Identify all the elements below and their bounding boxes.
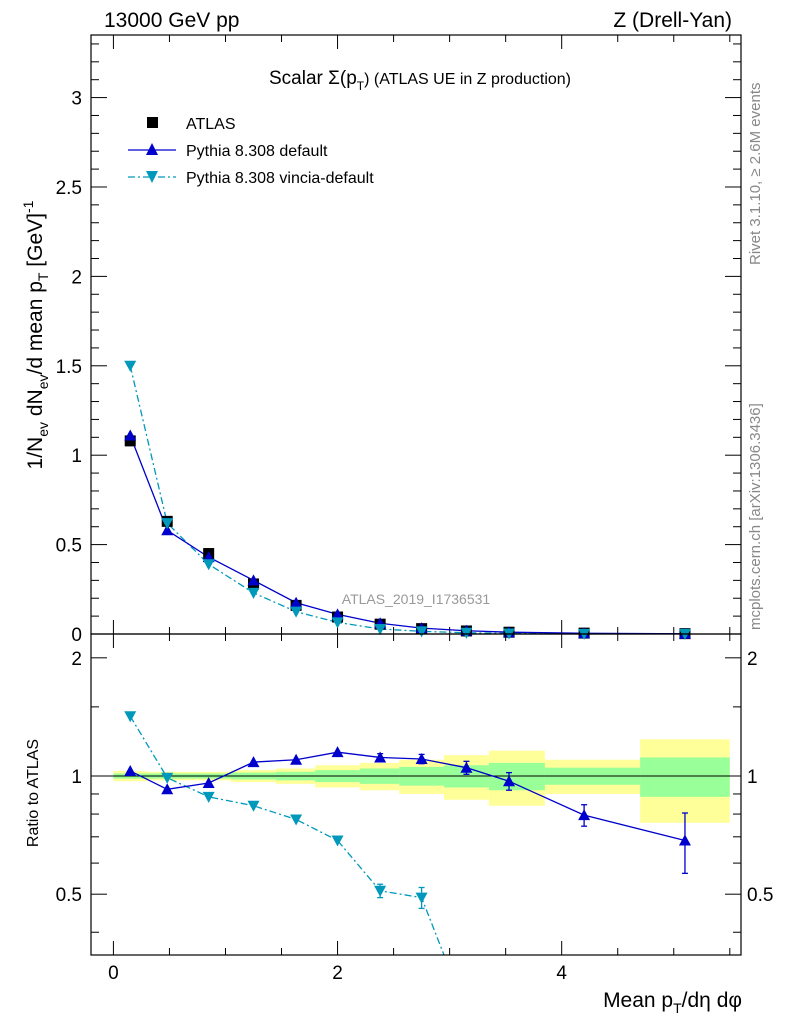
analysis-watermark: ATLAS_2019_I1736531 xyxy=(342,591,491,607)
ratio-default-point xyxy=(202,776,215,788)
ratio-default-point xyxy=(578,809,591,821)
main-vincia-point xyxy=(202,559,215,571)
main-ytick-label: 3 xyxy=(71,89,82,110)
ratio-vincia-point xyxy=(202,791,215,803)
ratio-ylabel: Ratio to ATLAS xyxy=(25,739,42,847)
main-default-point xyxy=(247,574,260,586)
ratio-content xyxy=(91,711,741,1018)
main-vincia-point xyxy=(124,360,137,372)
ratio-xtick-label: 0 xyxy=(108,963,119,984)
main-ytick-label: 1 xyxy=(71,446,82,467)
ratio-default-point xyxy=(374,751,387,763)
main-vincia-point xyxy=(161,518,174,530)
main-vincia-point xyxy=(247,587,260,599)
main-ytick-label: 2 xyxy=(71,267,82,288)
ratio-default-point xyxy=(124,764,137,776)
ratio-vincia-point xyxy=(247,800,260,812)
ratio-default-point xyxy=(678,834,691,846)
ratio-vincia-line xyxy=(129,715,445,955)
header-right: Z (Drell-Yan) xyxy=(613,9,732,32)
main-title-sub: T xyxy=(357,79,365,93)
main-vincia-line xyxy=(129,365,685,635)
ratio-ytick-label-right: 2 xyxy=(747,649,758,670)
ratio-default-point xyxy=(331,746,344,758)
main-ytick-label: 0 xyxy=(71,625,82,646)
legend-marker-vincia xyxy=(146,171,158,183)
main-default-point xyxy=(161,524,174,536)
legend-label-vincia: Pythia 8.308 vincia-default xyxy=(186,170,374,187)
ratio-ytick-label: 2 xyxy=(71,649,82,670)
ratio-default-point xyxy=(415,752,428,764)
main-vincia-point xyxy=(331,617,344,629)
ratio-ytick-label: 0.5 xyxy=(56,885,82,906)
ratio-vincia-point xyxy=(161,772,174,784)
main-default-point xyxy=(124,429,137,441)
ratio-vincia-point xyxy=(460,1007,472,1018)
main-ytick-label: 1.5 xyxy=(56,357,82,378)
legend: ATLAS Pythia 8.308 default Pythia 8.308 … xyxy=(128,116,374,187)
main-default-point xyxy=(331,608,344,620)
ratio-default-point xyxy=(247,756,260,768)
main-vincia-point xyxy=(415,626,428,638)
main-title-main: Scalar Σ(p xyxy=(269,68,357,89)
rivet-label: Rivet 3.1.10, ≥ 2.6M events xyxy=(747,83,764,266)
mcplots-label: mcplots.cern.ch [arXiv:1306.3436] xyxy=(747,403,764,630)
ratio-xtick-label: 2 xyxy=(332,963,343,984)
ratio-frame xyxy=(90,633,742,956)
main-default-point xyxy=(290,596,303,608)
x-axis-label-end: /dη dφ xyxy=(682,989,742,1012)
ratio-default-point xyxy=(161,783,174,795)
legend-marker-default xyxy=(146,143,158,155)
main-vincia-point xyxy=(460,627,473,639)
x-axis-label: Mean pT/dη dφ xyxy=(603,989,742,1016)
legend-label-atlas: ATLAS xyxy=(186,116,236,133)
main-ylabel: 1/Nev dNev/d mean pT [GeV]-1 xyxy=(20,200,51,469)
x-axis-label-main: Mean p xyxy=(603,989,673,1012)
ratio-vincia-point xyxy=(331,835,344,847)
legend-label-default: Pythia 8.308 default xyxy=(186,143,328,160)
ratio-xtick-label: 4 xyxy=(556,963,567,984)
ratio-default-point xyxy=(503,775,516,787)
ratio-vincia-point xyxy=(415,892,428,904)
ratio-band-green xyxy=(488,762,545,791)
ratio-band-green xyxy=(640,757,730,797)
ratio-default-point xyxy=(460,761,473,773)
ratio-panel: 0.5 0.5 1 1 2 2 0 2 4 xyxy=(56,633,773,1018)
x-axis-label-sub: T xyxy=(673,1000,682,1016)
main-ytick-label: 2.5 xyxy=(56,178,82,199)
main-vincia-point xyxy=(374,623,387,635)
main-default-line xyxy=(129,435,685,635)
header-left: 13000 GeV pp xyxy=(104,9,239,32)
ratio-default-line xyxy=(129,751,686,842)
main-ytick-label: 0.5 xyxy=(56,536,82,557)
ratio-default-point xyxy=(290,753,303,765)
main-title-end: ) (ATLAS UE in Z production) xyxy=(364,71,571,88)
ratio-ytick-label-right: 0.5 xyxy=(747,885,773,906)
main-title: Scalar Σ(pT) (ATLAS UE in Z production) xyxy=(269,68,571,93)
ratio-vincia-point xyxy=(290,814,303,826)
main-vincia-point xyxy=(290,606,303,618)
main-panel: 0 0.5 1 1.5 2 2.5 3 xyxy=(56,34,742,646)
main-atlas-point xyxy=(124,435,136,447)
ratio-vincia-point xyxy=(124,711,137,723)
ratio-ytick-label: 1 xyxy=(71,767,82,788)
ratio-ytick-label-right: 1 xyxy=(747,767,758,788)
ratio-vincia-point xyxy=(374,885,387,897)
legend-marker-atlas xyxy=(147,117,158,128)
